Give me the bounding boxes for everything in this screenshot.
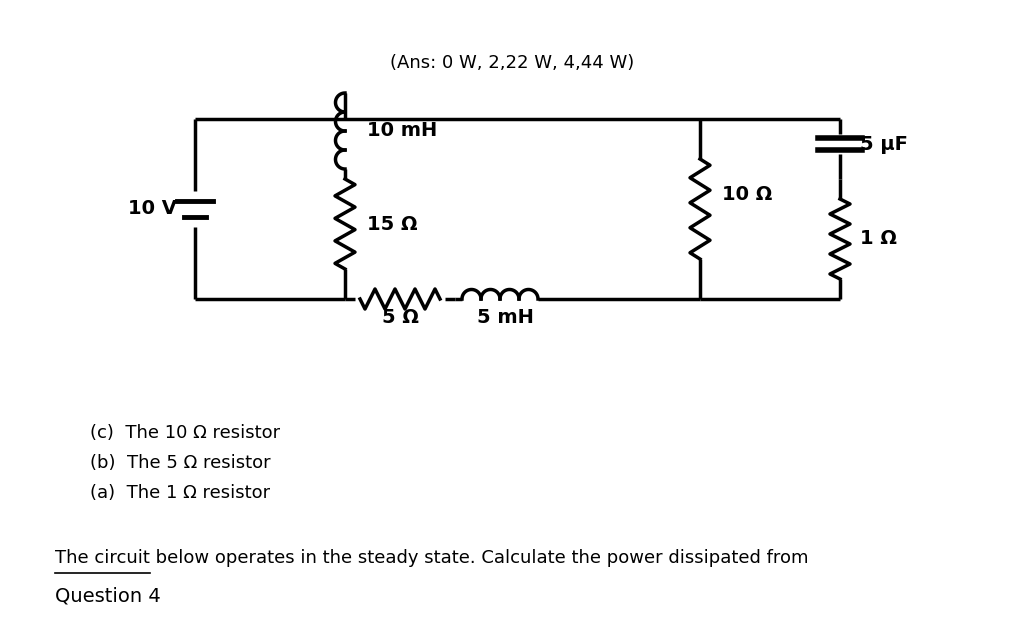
Text: 10 mH: 10 mH: [367, 121, 437, 140]
Text: Question 4: Question 4: [55, 587, 161, 606]
Text: 1 Ω: 1 Ω: [860, 230, 897, 248]
Text: (Ans: 0 W, 2,22 W, 4,44 W): (Ans: 0 W, 2,22 W, 4,44 W): [390, 54, 634, 72]
Text: (c)  The 10 Ω resistor: (c) The 10 Ω resistor: [90, 424, 281, 442]
Text: 15 Ω: 15 Ω: [367, 214, 418, 233]
Text: 10 Ω: 10 Ω: [722, 184, 772, 204]
Text: 10 V: 10 V: [128, 199, 177, 218]
Text: 5 Ω: 5 Ω: [382, 308, 419, 327]
Text: 5 μF: 5 μF: [860, 135, 908, 153]
Text: (a)  The 1 Ω resistor: (a) The 1 Ω resistor: [90, 484, 270, 502]
Text: (b)  The 5 Ω resistor: (b) The 5 Ω resistor: [90, 454, 270, 472]
Text: 5 mH: 5 mH: [476, 308, 534, 327]
Text: The circuit below operates in the steady state. Calculate the power dissipated f: The circuit below operates in the steady…: [55, 549, 809, 567]
